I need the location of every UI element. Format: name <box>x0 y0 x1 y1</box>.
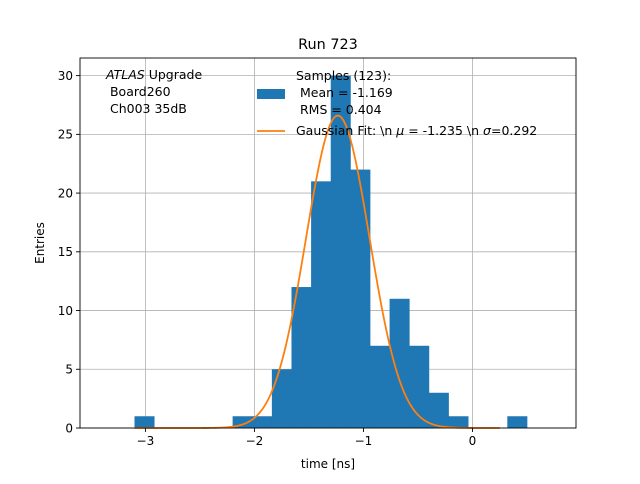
legend-fit-suffix: =0.292 <box>491 123 537 138</box>
legend-fit-middle: = -1.235 \n <box>404 123 483 138</box>
x-axis-label: time [ns] <box>301 457 355 471</box>
legend-histogram-label-line-3: RMS = 0.404 <box>296 102 382 117</box>
plot-frame <box>79 57 577 429</box>
histogram-bar-6 <box>252 416 273 428</box>
legend-histogram-label-line-2: Mean = -1.169 <box>296 85 393 100</box>
atlas-annotation: ATLAS Upgrade Board260 Ch003 35dB <box>105 67 202 116</box>
histogram-bars <box>134 75 528 429</box>
y-tick-label-6: 30 <box>58 69 73 83</box>
histogram-bar-10 <box>330 75 351 428</box>
histogram-bar-8 <box>291 287 312 428</box>
x-axis-ticks: −3 −2 −1 0 <box>137 428 477 448</box>
chart-title: Run 723 <box>298 37 358 53</box>
annotation-line-2: Board260 <box>106 84 171 99</box>
histogram-bar-14 <box>409 345 430 428</box>
x-tick-label-1: −2 <box>246 434 264 448</box>
annotation-line-3: Ch003 35dB <box>106 101 187 116</box>
histogram-bar-11 <box>350 169 371 429</box>
histogram-bar-0 <box>134 416 155 428</box>
y-axis-label: Entries <box>33 222 47 264</box>
legend-fit-label: Gaussian Fit: \n μ = -1.235 \n σ=0.292 <box>296 123 537 138</box>
y-tick-label-2: 10 <box>58 304 73 318</box>
x-tick-label-3: 0 <box>469 434 477 448</box>
y-tick-label-5: 25 <box>58 128 73 142</box>
histogram-bar-12 <box>369 345 390 428</box>
legend-histogram-label-line-1: Samples (123): <box>296 68 391 83</box>
legend-fit-mu: μ <box>395 123 404 138</box>
legend-histogram-swatch <box>257 89 285 99</box>
histogram-bar-9 <box>311 181 332 428</box>
histogram-bar-5 <box>232 416 253 428</box>
histogram-bar-15 <box>428 392 449 428</box>
histogram-bar-19 <box>507 416 528 428</box>
x-tick-label-2: −1 <box>355 434 373 448</box>
legend-fit-prefix: Gaussian Fit: \n <box>296 123 396 138</box>
y-tick-label-4: 20 <box>58 186 73 200</box>
y-tick-label-0: 0 <box>65 421 73 435</box>
legend-fit-sigma: σ <box>483 123 492 138</box>
annotation-line-1: ATLAS Upgrade <box>105 67 202 82</box>
histogram-bar-16 <box>448 416 469 428</box>
y-tick-label-3: 15 <box>58 245 73 259</box>
annotation-atlas: ATLAS <box>105 67 145 82</box>
y-axis-ticks: 0 5 10 15 20 25 30 <box>58 69 80 435</box>
histogram-bar-13 <box>389 298 410 428</box>
annotation-upgrade: Upgrade <box>145 67 203 82</box>
x-tick-label-0: −3 <box>137 434 155 448</box>
legend: Samples (123): Mean = -1.169 RMS = 0.404… <box>257 68 537 138</box>
histogram-bar-7 <box>271 369 292 428</box>
y-tick-label-1: 5 <box>65 363 73 377</box>
